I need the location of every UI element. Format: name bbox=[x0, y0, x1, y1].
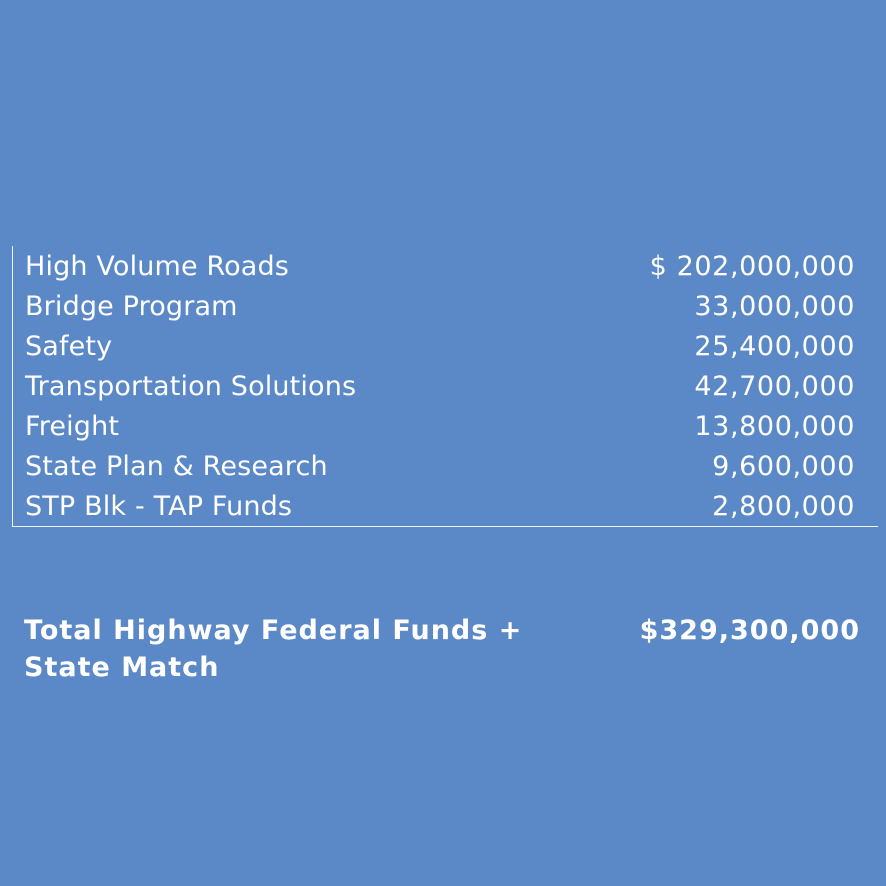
fund-amount: 13,800,000 bbox=[694, 410, 855, 442]
fund-label: Freight bbox=[25, 410, 120, 442]
fund-amount: 42,700,000 bbox=[694, 370, 855, 402]
fund-row-high-volume-roads: High Volume Roads $ 202,000,000 bbox=[25, 246, 855, 286]
fund-label: High Volume Roads bbox=[25, 250, 290, 282]
fund-label: State Plan & Research bbox=[25, 450, 328, 482]
fund-label: Bridge Program bbox=[25, 290, 238, 322]
fund-label: Transportation Solutions bbox=[25, 370, 357, 402]
funds-table: High Volume Roads $ 202,000,000 Bridge P… bbox=[12, 246, 878, 527]
fund-row-bridge-program: Bridge Program 33,000,000 bbox=[25, 286, 855, 326]
fund-amount: 25,400,000 bbox=[694, 330, 855, 362]
fund-row-stp-blk-tap-funds: STP Blk - TAP Funds 2,800,000 bbox=[25, 486, 855, 526]
total-amount: $329,300,000 bbox=[639, 615, 860, 646]
fund-row-safety: Safety 25,400,000 bbox=[25, 326, 855, 366]
fund-label: STP Blk - TAP Funds bbox=[25, 490, 293, 522]
fund-amount: 33,000,000 bbox=[694, 290, 855, 322]
fund-amount: 9,600,000 bbox=[712, 450, 855, 482]
total-label: Total Highway Federal Funds + State Matc… bbox=[24, 615, 523, 683]
fund-row-state-plan-research: State Plan & Research 9,600,000 bbox=[25, 446, 855, 486]
fund-label: Safety bbox=[25, 330, 113, 362]
fund-row-freight: Freight 13,800,000 bbox=[25, 406, 855, 446]
fund-row-transportation-solutions: Transportation Solutions 42,700,000 bbox=[25, 366, 855, 406]
fund-amount: 2,800,000 bbox=[712, 490, 855, 522]
fund-amount: $ 202,000,000 bbox=[649, 250, 855, 282]
